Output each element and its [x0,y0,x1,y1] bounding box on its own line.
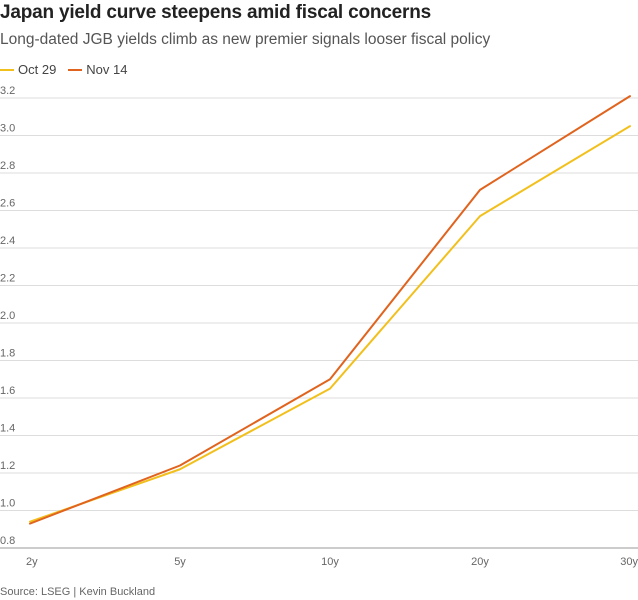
legend-label-oct29: Oct 29 [18,62,57,77]
x-tick-label: 2y [26,556,38,568]
legend-item-nov14: Nov 14 [68,62,128,77]
y-tick-label: 1.4 [0,423,15,435]
legend-swatch-nov14 [68,68,83,71]
y-tick-label: 1.6 [0,385,15,397]
y-tick-label: 2.8 [0,160,15,172]
series-line-nov14 [29,95,631,525]
y-tick-label: 3.2 [0,85,15,97]
x-tick-label: 10y [321,556,339,568]
y-tick-label: 0.8 [0,535,15,547]
legend-swatch-oct29 [0,68,14,71]
x-tick-label: 30y [620,556,638,568]
chart-subtitle: Long-dated JGB yields climb as new premi… [0,31,491,48]
legend: Oct 29 Nov 14 [0,62,140,77]
y-tick-label: 1.2 [0,460,15,472]
y-tick-label: 1.0 [0,498,15,510]
y-tick-label: 1.8 [0,348,15,360]
y-tick-label: 2.0 [0,310,15,322]
y-tick-label: 3.0 [0,123,15,135]
legend-label-nov14: Nov 14 [86,62,128,77]
chart-title: Japan yield curve steepens amid fiscal c… [0,2,431,23]
source-note: Source: LSEG | Kevin Buckland [0,586,156,598]
series-line-oct29 [29,125,631,523]
x-tick-label: 5y [174,556,186,568]
y-tick-label: 2.2 [0,273,15,285]
legend-item-oct29: Oct 29 [0,62,56,77]
y-tick-label: 2.4 [0,235,15,247]
y-tick-label: 2.6 [0,198,15,210]
x-tick-label: 20y [471,556,489,568]
